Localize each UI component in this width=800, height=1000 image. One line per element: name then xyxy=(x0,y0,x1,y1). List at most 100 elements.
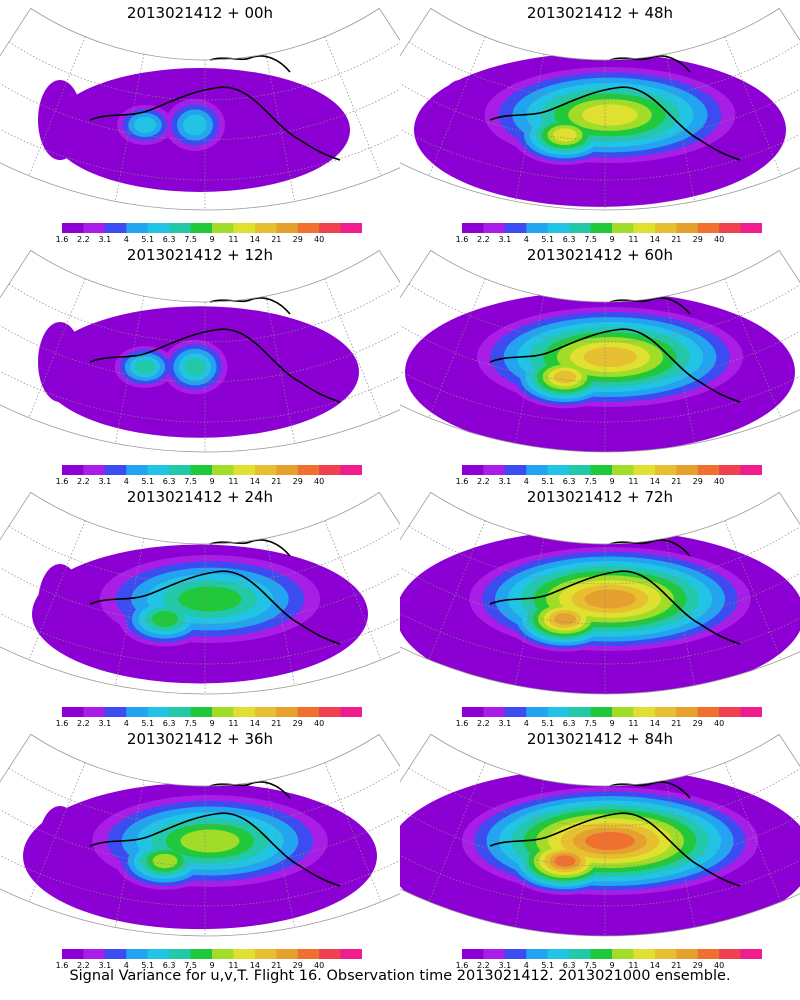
colorbar-tick-label: 1.6 xyxy=(55,235,69,244)
colorbar-swatch xyxy=(462,465,484,475)
colorbar-swatch xyxy=(697,949,720,959)
colorbar-swatch xyxy=(169,223,192,233)
field-level xyxy=(584,589,636,609)
map-panel-72h: 2013021412 + 72h 1.6 2.2 3.1 4 5.1 6.3 7.5 9 11 1… xyxy=(400,484,800,728)
colorbar-tick-label: 1.6 xyxy=(455,719,469,728)
colorbar-swatch xyxy=(83,707,106,717)
colorbar-tick-label: 29 xyxy=(692,719,703,728)
colorbar-tick-label: 7.5 xyxy=(584,477,597,486)
colorbar-swatch xyxy=(233,949,256,959)
colorbar-swatch xyxy=(319,707,342,717)
colorbar-tick-label: 6.3 xyxy=(162,719,176,728)
colorbar-swatch xyxy=(569,707,592,717)
longitude-line xyxy=(724,762,782,902)
field-level xyxy=(438,564,482,644)
colorbar-swatch xyxy=(233,223,256,233)
colorbar-tick-label: 40 xyxy=(314,477,325,486)
colorbar-swatch xyxy=(147,707,170,717)
graticule xyxy=(400,762,800,936)
colorbar xyxy=(462,949,762,959)
colorbar-swatch xyxy=(319,465,342,475)
colorbar-swatch xyxy=(590,949,613,959)
colorbar-tick-label: 6.3 xyxy=(162,235,176,244)
colorbar-tick-label: 6.3 xyxy=(562,961,576,970)
longitude-line xyxy=(324,36,382,176)
map-frame xyxy=(0,249,400,453)
colorbar-tick-label: 4 xyxy=(523,235,529,244)
colorbar-tick-label: 14 xyxy=(249,235,260,244)
colorbar xyxy=(462,223,762,233)
longitude-line xyxy=(724,278,782,418)
graticule xyxy=(0,36,400,210)
field-level xyxy=(134,360,156,374)
colorbar-swatch xyxy=(104,707,127,717)
colorbar-swatch xyxy=(504,465,527,475)
colorbar-tick-label: 9 xyxy=(209,719,215,728)
colorbar-swatch xyxy=(254,707,277,717)
colorbar-tick-label: 11 xyxy=(228,477,239,486)
field-level xyxy=(152,853,178,869)
longitude-line xyxy=(324,762,382,902)
colorbar-swatch xyxy=(526,223,549,233)
colorbar-tick-label: 14 xyxy=(249,719,260,728)
colorbar-tick-label: 40 xyxy=(714,235,725,244)
colorbar-tick-label: 6.3 xyxy=(162,961,176,970)
forecast-map xyxy=(400,249,800,453)
longitude-line xyxy=(665,538,696,686)
colorbar-tick-label: 2.2 xyxy=(77,719,90,728)
variance-field xyxy=(400,734,800,936)
colorbar-tick-label: 29 xyxy=(292,961,303,970)
field-level xyxy=(554,855,576,867)
colorbar-tick-label: 6.3 xyxy=(562,235,576,244)
longitude-line xyxy=(28,36,86,176)
colorbar-tick-label: 5.1 xyxy=(141,477,155,486)
colorbar-tick-label: 1.6 xyxy=(455,477,469,486)
colorbar-swatch xyxy=(547,707,570,717)
field-level xyxy=(178,586,242,612)
longitude-line xyxy=(114,54,145,202)
colorbar-tick-label: 3.1 xyxy=(498,235,512,244)
longitude-line xyxy=(114,296,145,444)
map-panel-24h: 2013021412 + 24h 1.6 2.2 3.1 4 5.1 6.3 7.5 9 11 1… xyxy=(0,484,400,728)
longitude-line xyxy=(428,762,486,902)
colorbar-swatch xyxy=(340,707,362,717)
colorbar-tick-label: 4 xyxy=(523,477,529,486)
colorbar-tick-label: 11 xyxy=(628,961,639,970)
longitude-line xyxy=(724,520,782,660)
colorbar xyxy=(62,949,362,959)
colorbar-tick-label: 40 xyxy=(314,719,325,728)
colorbar-tick-label: 9 xyxy=(209,477,215,486)
colorbar-swatch xyxy=(569,949,592,959)
variance-field xyxy=(400,8,800,210)
field-level xyxy=(183,114,207,136)
colorbar-swatch xyxy=(569,465,592,475)
colorbar xyxy=(462,707,762,717)
colorbar-swatch xyxy=(719,465,742,475)
colorbar-tick-label: 14 xyxy=(649,719,660,728)
colorbar-swatch xyxy=(590,465,613,475)
colorbar-swatch xyxy=(147,223,170,233)
map-frame xyxy=(400,7,800,211)
coastline xyxy=(89,297,341,403)
colorbar-tick-label: 21 xyxy=(671,719,682,728)
colorbar-swatch xyxy=(719,707,742,717)
colorbar-swatch xyxy=(590,707,613,717)
longitude-line xyxy=(265,54,296,202)
colorbar-tick-label: 3.1 xyxy=(98,961,112,970)
colorbar-tick-label: 6.3 xyxy=(562,477,576,486)
colorbar-tick-label: 6.3 xyxy=(562,719,576,728)
colorbar-swatch xyxy=(612,465,634,475)
longitude-line xyxy=(724,36,782,176)
colorbar-swatch xyxy=(340,223,362,233)
colorbar-swatch xyxy=(297,223,320,233)
colorbar-swatch xyxy=(212,707,234,717)
colorbar-tick-label: 14 xyxy=(649,477,660,486)
colorbar-swatch xyxy=(462,949,484,959)
longitude-line xyxy=(428,278,486,418)
colorbar-swatch xyxy=(190,707,213,717)
colorbar-swatch xyxy=(483,223,506,233)
colorbar-tick-label: 3.1 xyxy=(498,961,512,970)
colorbar-tick-label: 7.5 xyxy=(184,235,197,244)
longitude-line xyxy=(28,520,86,660)
colorbar-tick-label: 7.5 xyxy=(584,961,597,970)
